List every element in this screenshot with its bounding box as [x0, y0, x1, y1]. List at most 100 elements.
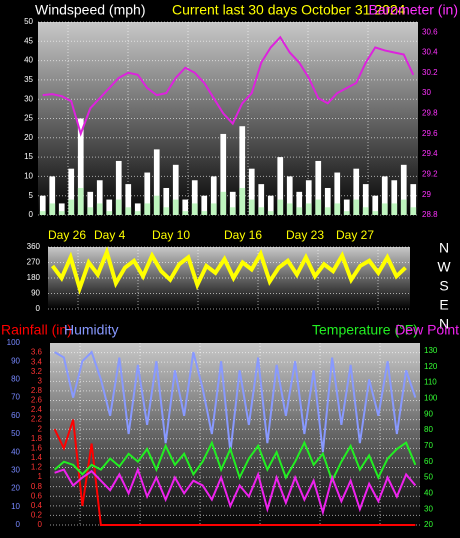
bar [400, 199, 407, 215]
bar [106, 199, 113, 215]
y2-tick-label: 130 [424, 346, 438, 355]
bar [210, 203, 217, 215]
bar [239, 126, 246, 215]
bar [191, 180, 198, 215]
y2-tick-label: 30.4 [422, 48, 438, 57]
y3-tick-label: 10 [11, 502, 20, 511]
date-label: Day 16 [224, 228, 262, 242]
y2-tick-label: 30 [424, 504, 433, 513]
bar [201, 211, 208, 215]
y2-tick-label: 29.4 [422, 149, 438, 158]
bar [115, 160, 122, 215]
y2-tick-label: 29.6 [422, 129, 438, 138]
series-line [54, 350, 417, 453]
y-tick-label: 1.2 [31, 463, 43, 472]
y2-tick-label: 110 [424, 378, 437, 387]
y-tick-label: 10 [24, 172, 33, 181]
bar [248, 168, 255, 215]
y-tick-label: 0.8 [31, 482, 43, 491]
bar [258, 184, 265, 215]
bar [153, 149, 160, 215]
bar [77, 187, 84, 215]
y-tick-label: 1.6 [31, 443, 43, 452]
y2-tick-label: 29.8 [422, 109, 438, 118]
compass-label: N [439, 316, 449, 332]
date-label: Day 10 [152, 228, 190, 242]
bar [372, 195, 379, 215]
y2-tick-label: 29 [422, 190, 431, 199]
y3-tick-label: 50 [11, 429, 20, 438]
y-tick-label: 180 [27, 273, 41, 282]
bar [182, 211, 189, 215]
bar [343, 199, 350, 215]
compass-label: E [439, 297, 448, 313]
y2-tick-label: 30.2 [422, 68, 438, 77]
bar [125, 184, 132, 215]
y2-axis-title: Barometer (in) [369, 2, 458, 18]
bar [153, 195, 160, 215]
bar [277, 199, 284, 215]
bar [324, 187, 331, 215]
date-label: Day 26 [48, 228, 86, 242]
y-tick-label: 2.6 [31, 396, 43, 405]
bar [315, 199, 322, 215]
y-tick-label: 20 [24, 133, 33, 142]
y2-tick-label: 40 [424, 488, 433, 497]
bar [182, 199, 189, 215]
y2-tick-label: 100 [424, 394, 438, 403]
legend-label: Humidity [64, 322, 118, 338]
y-tick-label: 2.8 [31, 386, 43, 395]
bar [381, 176, 388, 215]
bar [115, 199, 122, 215]
bar [353, 199, 360, 215]
bar [267, 211, 274, 215]
series-line [54, 466, 417, 517]
y2-tick-label: 28.8 [422, 210, 438, 219]
bar [343, 211, 350, 215]
y-tick-label: 0 [36, 304, 41, 313]
y-tick-label: 0 [38, 520, 43, 529]
y-tick-label: 1.8 [31, 434, 43, 443]
bar [106, 211, 113, 215]
y-tick-label: 0.4 [31, 501, 43, 510]
bar [87, 191, 94, 215]
y-tick-label: 360 [27, 242, 41, 251]
bar [144, 172, 151, 215]
y3-tick-label: 100 [7, 338, 21, 347]
bar [163, 187, 170, 215]
y-tick-label: 2.4 [31, 405, 43, 414]
y-tick-label: 90 [31, 289, 40, 298]
date-label: Day 23 [286, 228, 324, 242]
bar [220, 191, 227, 215]
bar [229, 191, 236, 215]
bar [58, 203, 65, 215]
bar [144, 203, 151, 215]
plot-area [38, 22, 418, 218]
y3-tick-label: 70 [11, 393, 20, 402]
y-tick-label: 2 [38, 424, 43, 433]
series-line [50, 246, 407, 295]
y-tick-label: 30 [24, 94, 33, 103]
y-tick-label: 3.2 [31, 367, 43, 376]
y-tick-label: 25 [24, 114, 33, 123]
y-tick-label: 270 [27, 258, 41, 267]
bar [286, 203, 293, 215]
y-tick-label: 50 [24, 17, 33, 26]
y-tick-label: 2.2 [31, 415, 43, 424]
y-tick-label: 3.6 [31, 348, 43, 357]
y-tick-label: 0.2 [31, 511, 43, 520]
y3-tick-label: 60 [11, 411, 20, 420]
bar [134, 203, 141, 215]
compass-label: S [439, 278, 448, 294]
plot-area [50, 343, 420, 528]
bar [125, 207, 132, 215]
y2-tick-label: 30.6 [422, 27, 438, 36]
y2-tick-label: 50 [424, 473, 433, 482]
y3-tick-label: 0 [16, 520, 21, 529]
compass-label: W [437, 259, 451, 275]
bar [296, 191, 303, 215]
y3-tick-label: 90 [11, 356, 20, 365]
y-tick-label: 15 [24, 152, 33, 161]
